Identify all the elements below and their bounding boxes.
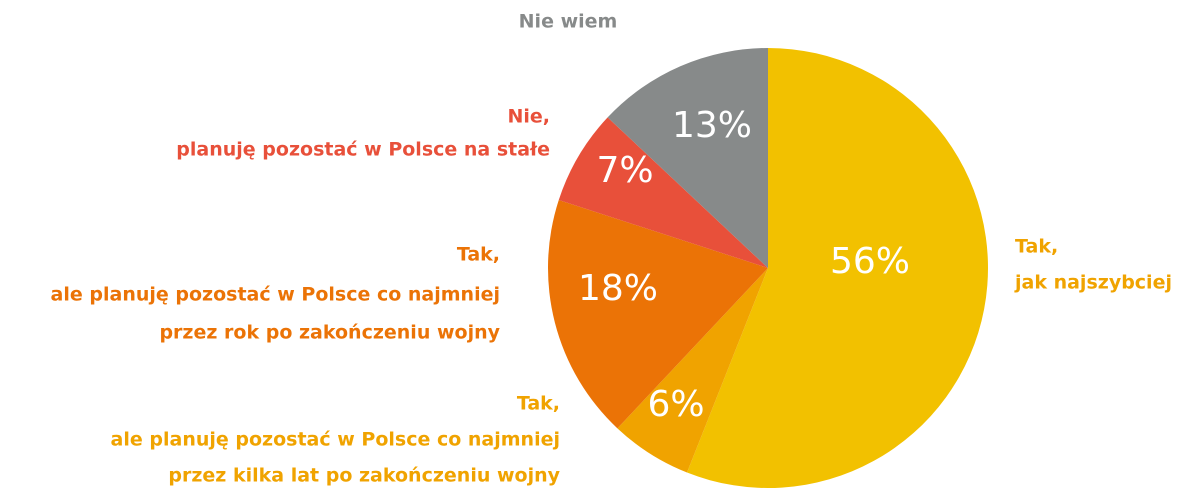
category-label: Tak, [517, 393, 560, 415]
category-label: Nie, [507, 106, 550, 128]
value-label: 13% [672, 105, 752, 146]
category-label: przez rok po zakończeniu wojny [159, 322, 500, 344]
value-label: 6% [647, 384, 704, 425]
pie-slice [687, 48, 988, 488]
category-label: jak najszybciej [1014, 272, 1172, 294]
value-label: 7% [596, 150, 653, 191]
value-label: 18% [578, 268, 658, 309]
category-label: ale planuję pozostać w Polsce co najmnie… [51, 284, 500, 306]
category-label: planuję pozostać w Polsce na stałe [176, 139, 550, 161]
pie-slice [607, 48, 768, 268]
category-label: Nie wiem [519, 11, 618, 33]
pie-slice [548, 200, 768, 429]
pie-slice [617, 268, 768, 473]
category-label: Tak, [457, 244, 500, 266]
category-label: przez kilka lat po zakończeniu wojny [168, 465, 560, 487]
value-label: 56% [830, 241, 910, 282]
pie-slice [558, 117, 768, 269]
category-label: Tak, [1015, 236, 1058, 258]
category-label: ale planuję pozostać w Polsce co najmnie… [111, 429, 560, 451]
